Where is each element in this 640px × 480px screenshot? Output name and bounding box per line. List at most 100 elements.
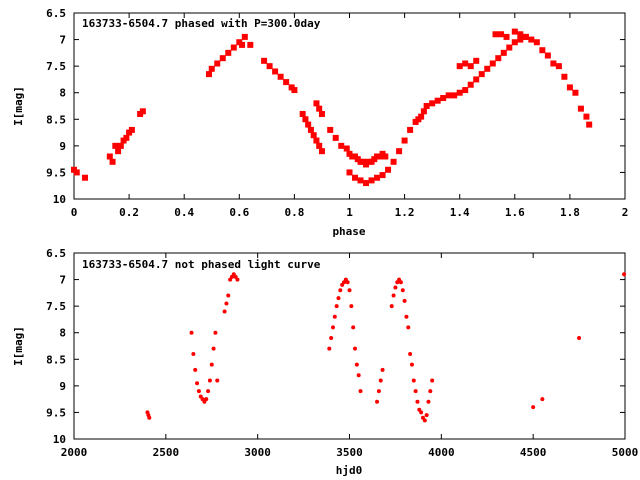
data-point [82,174,89,181]
axis-ticks: 0 0.2 0.4 0.6 0.8 1 1.2 1.4 1.6 1.8 2 6.5 7 7.5 8 8.5 9 9… [46,7,628,219]
data-point [456,63,463,70]
y-tick-label: 7 [59,34,66,47]
data-point [139,108,146,115]
data-point [462,60,469,67]
data-point [400,288,405,293]
data-point [382,153,389,160]
data-point [531,405,536,410]
data-point [402,298,407,303]
data-point [318,110,325,117]
data-point [401,137,408,144]
x-tick-label: 4000 [428,446,455,459]
data-point [266,63,273,70]
y-tick-label: 9.5 [46,166,66,179]
x-tick-label: 2 [622,206,629,219]
x-tick-label: 1.6 [505,206,525,219]
x-tick-label: 0.6 [229,206,249,219]
data-point [379,172,386,179]
data-point [283,79,290,86]
data-point [117,142,124,149]
data-point [313,100,320,107]
y-tick-label: 9.5 [46,406,66,419]
data-point [420,108,427,115]
data-point [426,399,431,404]
data-point [409,362,414,367]
chart-title: 163733-6504.7 not phased light curve [82,258,321,271]
data-point [498,31,505,38]
x-tick-label: 0.2 [119,206,139,219]
data-point [467,63,474,70]
data-point [451,92,458,99]
data-point [219,55,226,62]
data-point [411,378,416,383]
data-point [112,142,119,149]
data-point [544,52,551,59]
data-point [345,280,350,285]
data-point [462,87,469,94]
data-point [495,55,502,62]
data-point [347,288,352,293]
data-point [473,57,480,64]
data-point [336,296,341,301]
data-point [389,304,394,309]
data-point [343,145,350,152]
data-point [385,166,392,173]
data-point [313,137,320,144]
y-tick-label: 8.5 [46,113,66,126]
y-tick-label: 7 [59,274,66,287]
data-point [358,389,363,394]
data-point [422,418,427,423]
data-point [261,57,268,64]
data-point [307,126,314,133]
data-point [430,378,435,383]
data-point [214,60,221,67]
data-point [247,41,254,48]
data-point [327,126,334,133]
data-point [522,33,529,40]
axis-ticks: 2000 2500 3000 3500 4000 4500 5000 6.5 7 7.5 8 8.5 9… [46,247,638,459]
x-tick-label: 0 [71,206,78,219]
data-point [424,413,429,418]
data-point [380,367,385,372]
data-point [406,325,411,330]
y-tick-label: 8.5 [46,353,66,366]
data-point [407,126,414,133]
data-point [338,288,343,293]
x-tick-label: 0.4 [174,206,194,219]
y-axis-label: I[mag] [12,86,25,126]
data-point [334,304,339,309]
data-point [467,81,474,88]
data-point [473,76,480,83]
data-point [517,31,524,38]
data-point [440,95,447,102]
data-point [115,148,122,155]
data-point [353,346,358,351]
data-point [622,272,627,277]
y-tick-label: 9 [59,380,66,393]
data-point [555,63,562,70]
y-tick-label: 6.5 [46,247,66,260]
data-point [583,113,590,120]
x-tick-label: 1.8 [560,206,580,219]
x-axis-label: hjd0 [336,464,363,477]
data-point [503,33,510,40]
data-point [225,49,232,56]
data-point [533,39,540,46]
data-point [429,100,436,107]
data-point [577,105,584,112]
data-point [73,169,80,176]
data-point [368,177,375,184]
data-point [434,97,441,104]
x-tick-label: 3000 [244,446,271,459]
data-point [506,44,513,51]
data-point [299,110,306,117]
data-point [128,126,135,133]
data-point [484,65,491,72]
data-point [215,378,220,383]
x-tick-label: 3500 [336,446,363,459]
data-point [327,346,332,351]
y-tick-label: 9 [59,140,66,153]
y-tick-label: 6.5 [46,7,66,20]
data-point [577,336,582,341]
